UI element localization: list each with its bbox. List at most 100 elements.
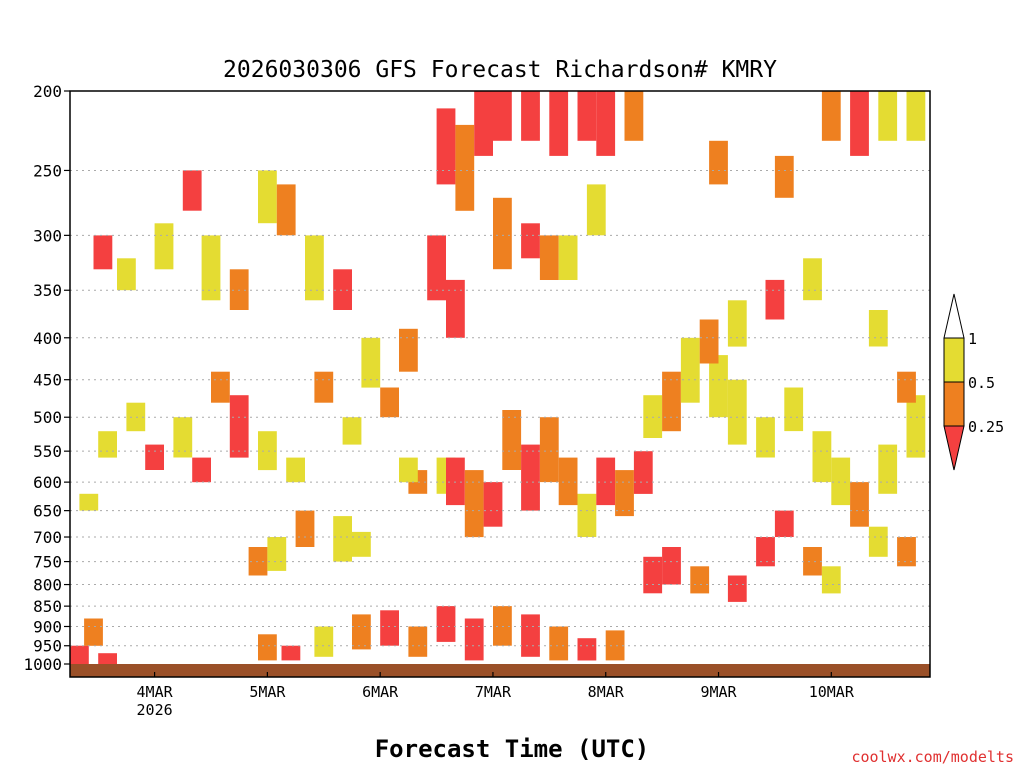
heatmap-cell xyxy=(680,337,700,403)
y-tick-label: 350 xyxy=(33,281,62,300)
x-tick-label: 8MAR xyxy=(588,683,625,701)
heatmap-cell xyxy=(258,170,277,224)
heatmap-cell xyxy=(906,91,926,141)
heatmap-cell xyxy=(464,618,484,661)
heatmap-cell xyxy=(173,417,193,458)
legend-swatch xyxy=(943,337,965,383)
y-tick-label: 400 xyxy=(33,329,62,348)
heatmap-cell xyxy=(897,537,916,567)
heatmap-cell xyxy=(727,575,747,602)
heatmap-cell xyxy=(596,91,616,156)
heatmap-cell xyxy=(286,457,305,483)
heatmap-cell xyxy=(878,91,898,141)
heatmap-cell xyxy=(380,387,399,418)
heatmap-cell xyxy=(361,337,381,388)
heatmap-cell xyxy=(399,328,418,372)
y-tick-label: 500 xyxy=(33,408,62,427)
plot-frame xyxy=(69,90,931,678)
heatmap-cell xyxy=(276,184,296,236)
heatmap-cell xyxy=(577,91,597,141)
heatmap-cell xyxy=(211,371,230,403)
heatmap-cell xyxy=(305,235,324,301)
y-tick-label: 650 xyxy=(33,502,62,521)
y-tick-label: 950 xyxy=(33,637,62,656)
heatmap-cell xyxy=(577,493,597,537)
x-tick-label: 5MAR xyxy=(249,683,286,701)
heatmap-cell xyxy=(868,526,888,557)
heatmap-cell xyxy=(662,371,681,432)
heatmap-cell xyxy=(352,531,371,557)
heatmap-cell xyxy=(615,470,634,517)
heatmap-cell xyxy=(756,417,775,458)
heatmap-cell xyxy=(342,417,362,445)
ground-bar xyxy=(70,664,930,677)
heatmap-cell xyxy=(295,510,315,547)
heatmap-cell xyxy=(483,482,503,527)
legend-label: 0.25 xyxy=(968,418,1004,436)
heatmap-cell xyxy=(70,645,89,664)
heatmap-cell xyxy=(690,566,710,594)
heatmap-cell xyxy=(117,258,136,291)
heatmap-cell xyxy=(727,300,747,347)
heatmap-cell xyxy=(803,258,822,301)
heatmap-cell xyxy=(436,108,456,185)
heatmap-cell xyxy=(709,140,728,185)
heatmap-cell xyxy=(897,371,916,403)
x-tick-label: 7MAR xyxy=(475,683,512,701)
heatmap-cell xyxy=(521,223,540,259)
x-axis-label: Forecast Time (UTC) xyxy=(375,735,650,763)
legend-swatch xyxy=(943,293,965,339)
heatmap-cell xyxy=(539,417,559,483)
heatmap-cell xyxy=(436,606,456,642)
heatmap-cell xyxy=(643,395,663,438)
heatmap-cell xyxy=(98,431,117,458)
heatmap-cell xyxy=(831,457,851,506)
heatmap-cell xyxy=(662,547,681,585)
heatmap-cell xyxy=(558,235,578,280)
heatmap-cell xyxy=(229,269,249,310)
heatmap-cell xyxy=(868,310,888,347)
x-tick-sublabel: 2026 xyxy=(137,701,173,719)
heatmap-cell xyxy=(727,379,747,445)
y-tick-label: 600 xyxy=(33,473,62,492)
heatmap-cell xyxy=(586,184,606,236)
heatmap-cell xyxy=(229,395,249,458)
y-tick-label: 850 xyxy=(33,597,62,616)
heatmap-cell xyxy=(455,124,475,211)
heatmap-cell xyxy=(549,626,569,661)
heatmap-cell xyxy=(493,197,512,270)
y-tick-label: 800 xyxy=(33,576,62,595)
heatmap-cell xyxy=(493,606,512,646)
credit-label: coolwx.com/modelts xyxy=(851,748,1014,766)
heatmap-cell xyxy=(558,457,578,506)
y-tick-label: 300 xyxy=(33,226,62,245)
x-tick-label: 4MAR xyxy=(137,683,174,701)
heatmap-cell xyxy=(380,610,399,646)
heatmap-cell xyxy=(201,235,221,301)
legend-label: 1 xyxy=(968,330,977,348)
heatmap-cell xyxy=(145,444,164,470)
heatmap-cell xyxy=(521,91,540,141)
heatmap-cell xyxy=(93,235,113,270)
heatmap-cell xyxy=(493,91,512,141)
chart-title: 2026030306 GFS Forecast Richardson# KMRY xyxy=(223,57,777,83)
heatmap-cell xyxy=(850,91,869,156)
legend-label: 0.5 xyxy=(968,374,995,392)
heatmap-cell xyxy=(596,457,616,506)
legend-swatch xyxy=(943,381,965,427)
heatmap-cell xyxy=(281,645,301,661)
heatmap-cell xyxy=(267,537,287,571)
heatmap-cell xyxy=(709,355,728,418)
heatmap-cell xyxy=(812,431,832,483)
heatmap-cell xyxy=(784,387,804,432)
heatmap-cells xyxy=(70,91,926,664)
legend: 1 0.5 0.25 xyxy=(943,293,1004,471)
heatmap-cell xyxy=(850,482,869,527)
heatmap-cell xyxy=(154,223,174,270)
heatmap-cell xyxy=(756,537,775,567)
y-tick-label: 450 xyxy=(33,371,62,390)
heatmap-cell xyxy=(474,91,493,156)
heatmap-cell xyxy=(774,510,794,537)
heatmap-cell xyxy=(427,235,446,301)
